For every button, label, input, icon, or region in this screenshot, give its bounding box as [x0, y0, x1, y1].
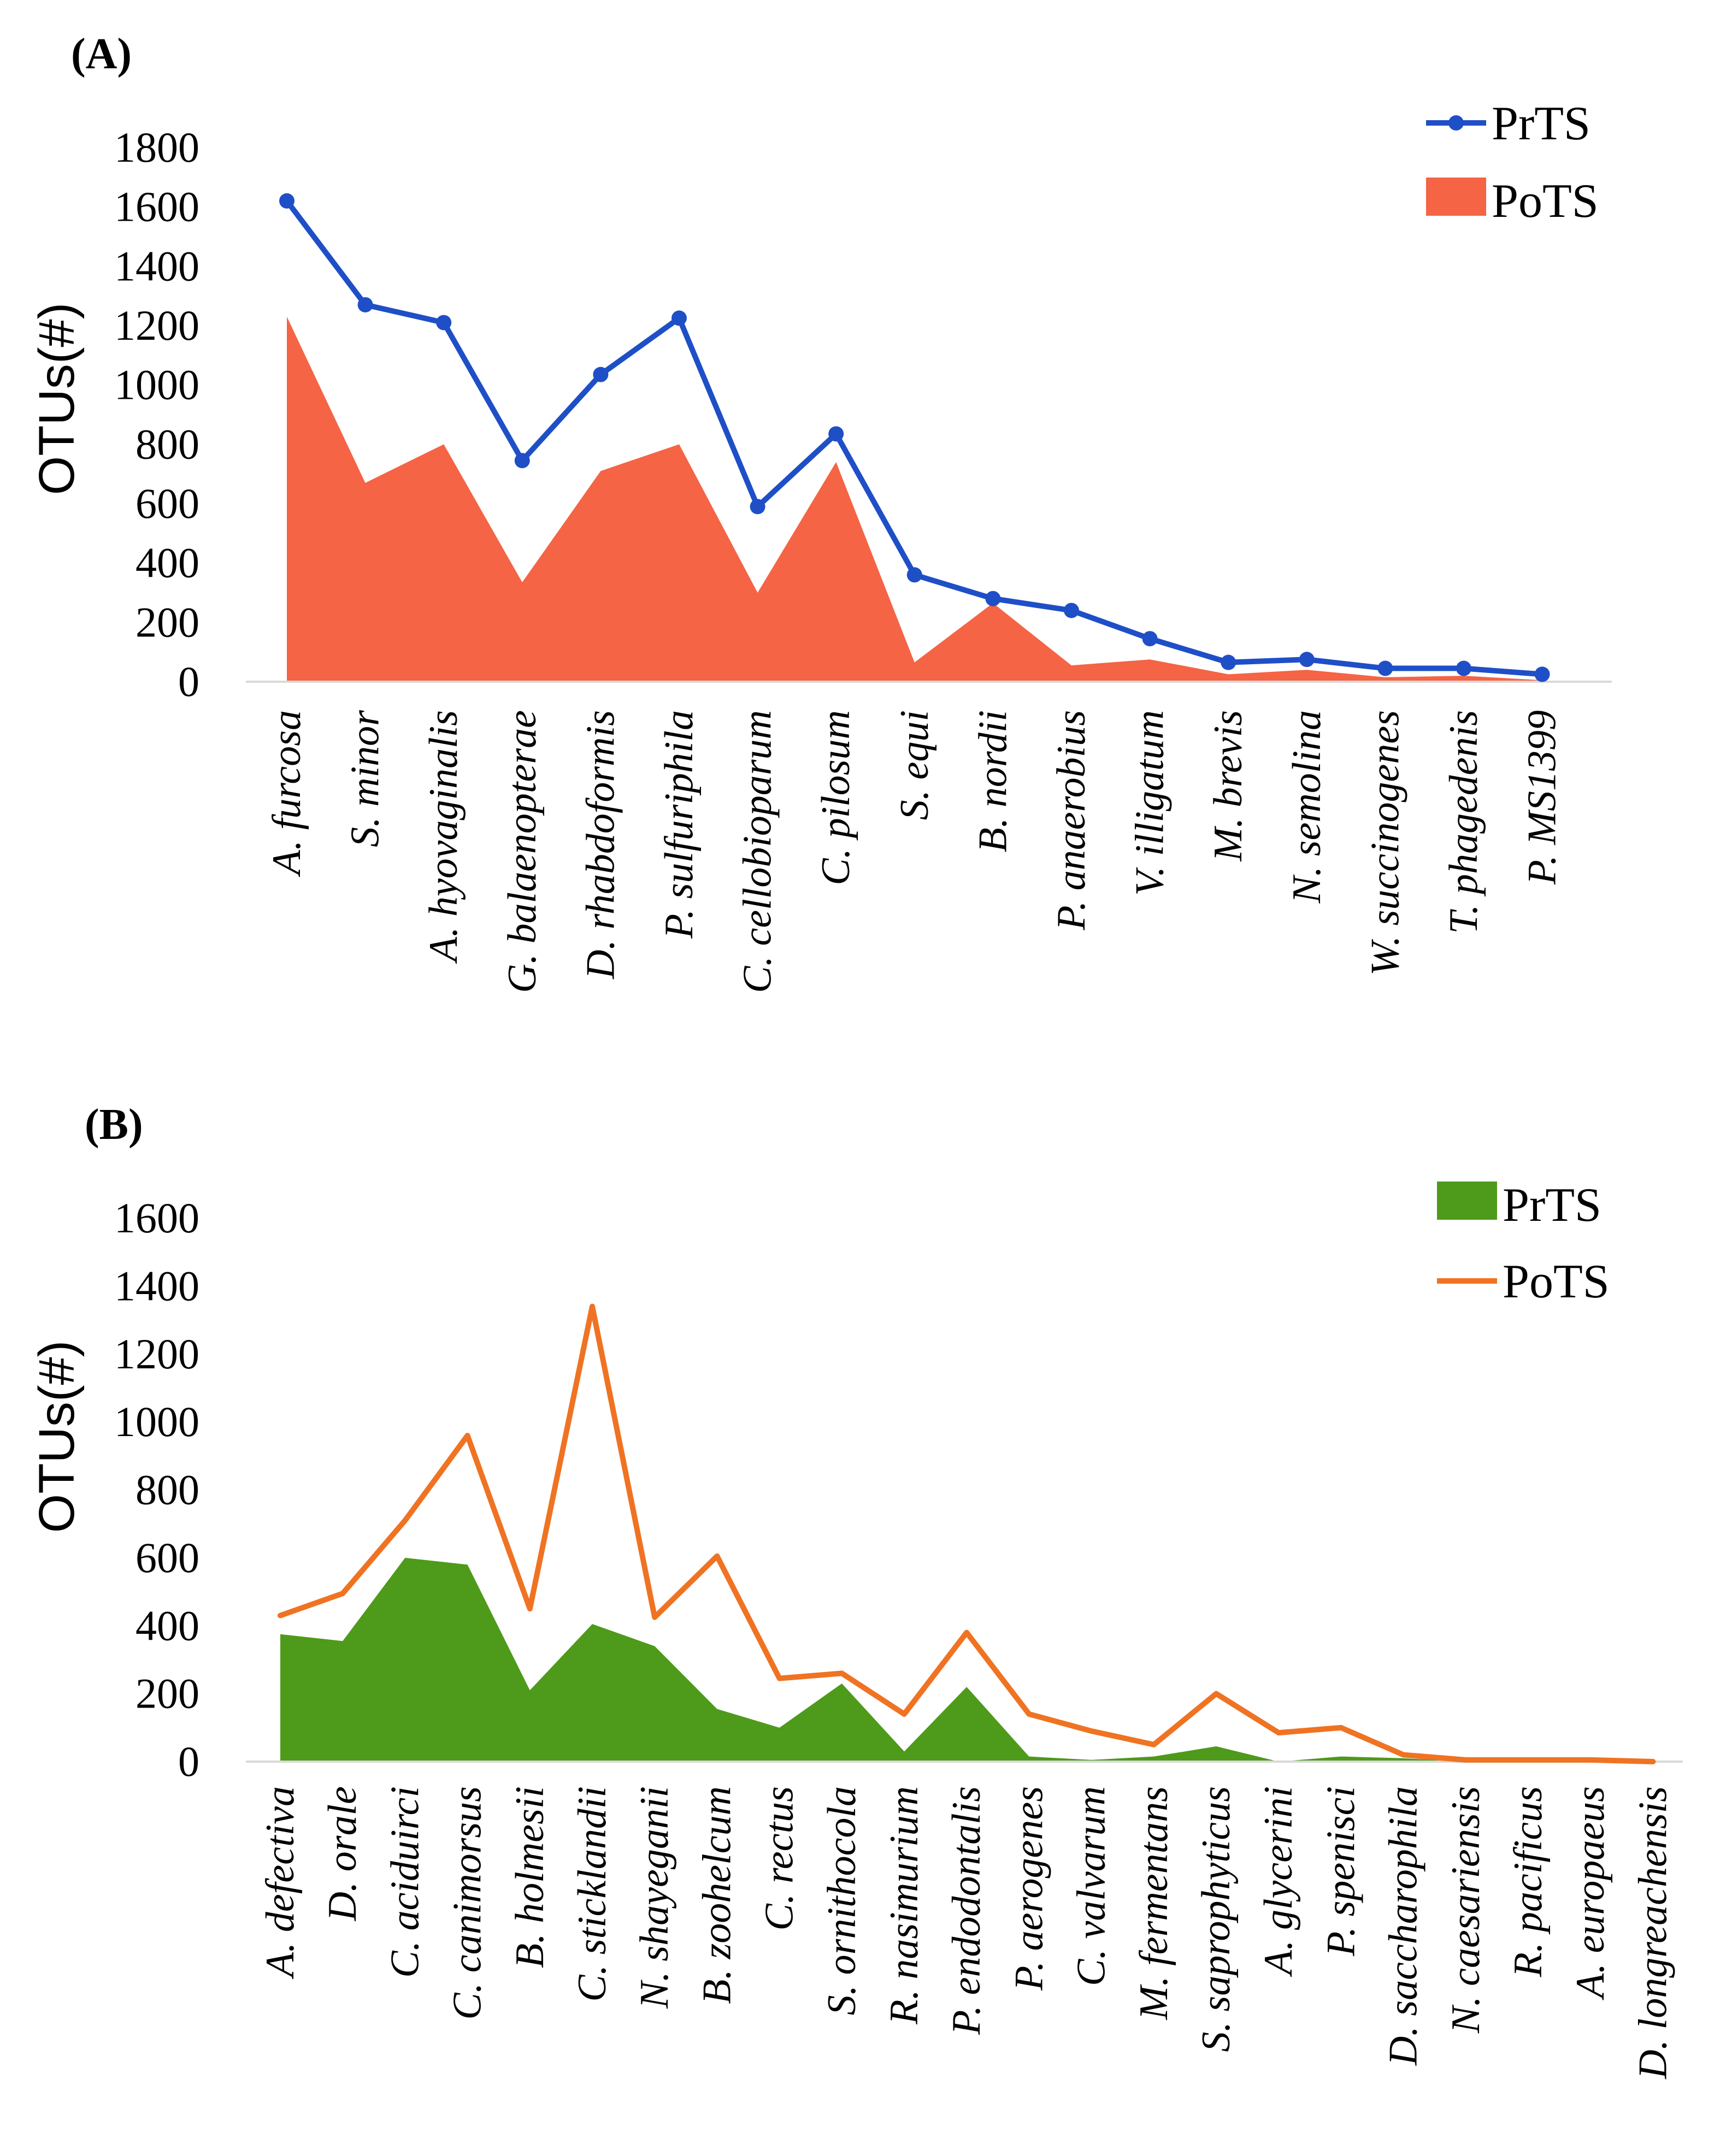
category-label: C. rectus: [757, 1786, 802, 1930]
y-axis-label: OTUs(#): [29, 1340, 85, 1533]
y-tick-label: 0: [178, 658, 199, 705]
category-label: B. holmesii: [508, 1786, 552, 1968]
y-tick-label: 200: [136, 598, 199, 646]
category-label: C. valvarum: [1069, 1786, 1114, 1986]
y-tick-label: 1600: [114, 1194, 199, 1242]
data-point-prts: [514, 453, 530, 469]
data-point-prts: [1456, 660, 1471, 676]
category-label: P. endodontalis: [944, 1786, 989, 2035]
category-label: T. phagedenis: [1441, 710, 1486, 934]
category-label: N. semolina: [1285, 710, 1329, 904]
category-label: S. minor: [343, 710, 388, 847]
category-label: S. equi: [892, 710, 937, 820]
category-label: C. sticklandii: [570, 1786, 615, 2002]
y-tick-label: 1400: [114, 242, 199, 290]
category-label: R. pacificus: [1506, 1786, 1551, 1977]
data-point-prts: [357, 297, 373, 312]
chart-panel-b: (B) OTUs(#) 0 200 400 600 800 1000 1200 1400 1600 A…: [29, 1101, 1683, 2080]
y-axis-label: OTUs(#): [29, 303, 85, 495]
legend-marker-prts: [1448, 115, 1464, 131]
data-point-prts: [828, 426, 844, 442]
category-label: V. illigatum: [1128, 710, 1173, 896]
category-label: A. glycerini: [1256, 1786, 1301, 1977]
legend-swatch-pots: [1426, 178, 1486, 216]
y-tick-label: 1000: [114, 1398, 199, 1445]
data-point-prts: [985, 590, 1001, 606]
y-tick-label: 1000: [114, 361, 199, 409]
legend-swatch-prts: [1437, 1182, 1497, 1220]
y-tick-label: 800: [136, 420, 199, 468]
category-label: S. ornithocola: [820, 1786, 864, 2015]
data-point-prts: [1142, 631, 1158, 647]
category-label: N. caesariensis: [1444, 1786, 1488, 2034]
legend-label-pots: PoTS: [1503, 1255, 1610, 1308]
y-tick-label: 400: [136, 539, 199, 587]
data-point-prts: [750, 499, 765, 515]
category-label: C. aciduirci: [382, 1786, 427, 1978]
data-point-prts: [1534, 666, 1550, 682]
category-label: C. cellobioparum: [735, 710, 780, 993]
category-label: A. europaeus: [1568, 1786, 1613, 2001]
category-label: A. furcosa: [264, 710, 309, 877]
category-label: P. aerogenes: [1006, 1786, 1051, 1991]
category-label: D. orale: [320, 1786, 365, 1922]
y-tick-label: 1600: [114, 183, 199, 231]
category-label: B. nordii: [970, 710, 1015, 852]
y-tick-label: 400: [136, 1602, 199, 1649]
category-label: P. MS1399: [1520, 710, 1565, 885]
data-point-prts: [671, 310, 687, 326]
category-label: P. spenisci: [1318, 1786, 1363, 1957]
legend-label-pots: PoTS: [1492, 175, 1599, 228]
panel-label: (B): [85, 1101, 143, 1149]
legend-label-prts: PrTS: [1492, 97, 1590, 150]
category-label: D. saccharophila: [1381, 1786, 1426, 2066]
data-point-prts: [1064, 603, 1079, 618]
category-label: N. shayeganii: [632, 1786, 677, 2009]
category-label: A. defectiva: [258, 1786, 303, 1980]
category-label: M. brevis: [1206, 710, 1251, 862]
y-tick-label: 1400: [114, 1262, 199, 1309]
chart-panel-a: (A) OTUs(#) 0 200 400 600 800 1000 1200 1400 1600 1…: [29, 30, 1612, 993]
data-point-prts: [1299, 652, 1315, 668]
y-tick-label: 1800: [114, 123, 199, 171]
panel-label: (A): [71, 30, 132, 78]
legend-label-prts: PrTS: [1503, 1179, 1601, 1232]
category-label: D. rhabdoformis: [578, 710, 623, 979]
y-tick-label: 600: [136, 1534, 199, 1581]
y-tick-label: 1200: [114, 1330, 199, 1378]
category-label: A. hyovaginalis: [421, 710, 466, 964]
series-line-pots: [278, 1303, 1656, 1764]
category-label: C. pilosum: [814, 710, 858, 885]
data-point-prts: [593, 367, 609, 382]
y-tick-label: 200: [136, 1670, 199, 1717]
y-tick-label: 800: [136, 1466, 199, 1514]
category-label: C. canimorsus: [445, 1786, 490, 2020]
data-point-prts: [906, 567, 922, 583]
series-area-pots: [287, 316, 1542, 682]
category-label: W. succinogenes: [1363, 710, 1407, 976]
category-label: G. balaenopterae: [500, 710, 545, 993]
category-label: R. nasimurium: [882, 1786, 927, 2025]
category-label: D. longreachensis: [1630, 1786, 1675, 2080]
category-label: B. zoohelcum: [694, 1786, 739, 2004]
data-point-prts: [436, 315, 452, 330]
category-label: P. sulfuriphila: [657, 710, 702, 939]
y-tick-label: 600: [136, 480, 199, 527]
data-point-prts: [1221, 654, 1236, 670]
y-tick-label: 0: [178, 1738, 199, 1785]
data-point-prts: [279, 193, 294, 209]
data-point-prts: [1377, 660, 1393, 676]
category-label: P. anaerobius: [1049, 710, 1094, 931]
series-area-prts: [280, 1557, 1653, 1762]
category-label: S. saprophyticus: [1194, 1786, 1239, 2052]
y-tick-label: 1200: [114, 302, 199, 349]
category-label: M. fermentans: [1132, 1786, 1176, 2021]
